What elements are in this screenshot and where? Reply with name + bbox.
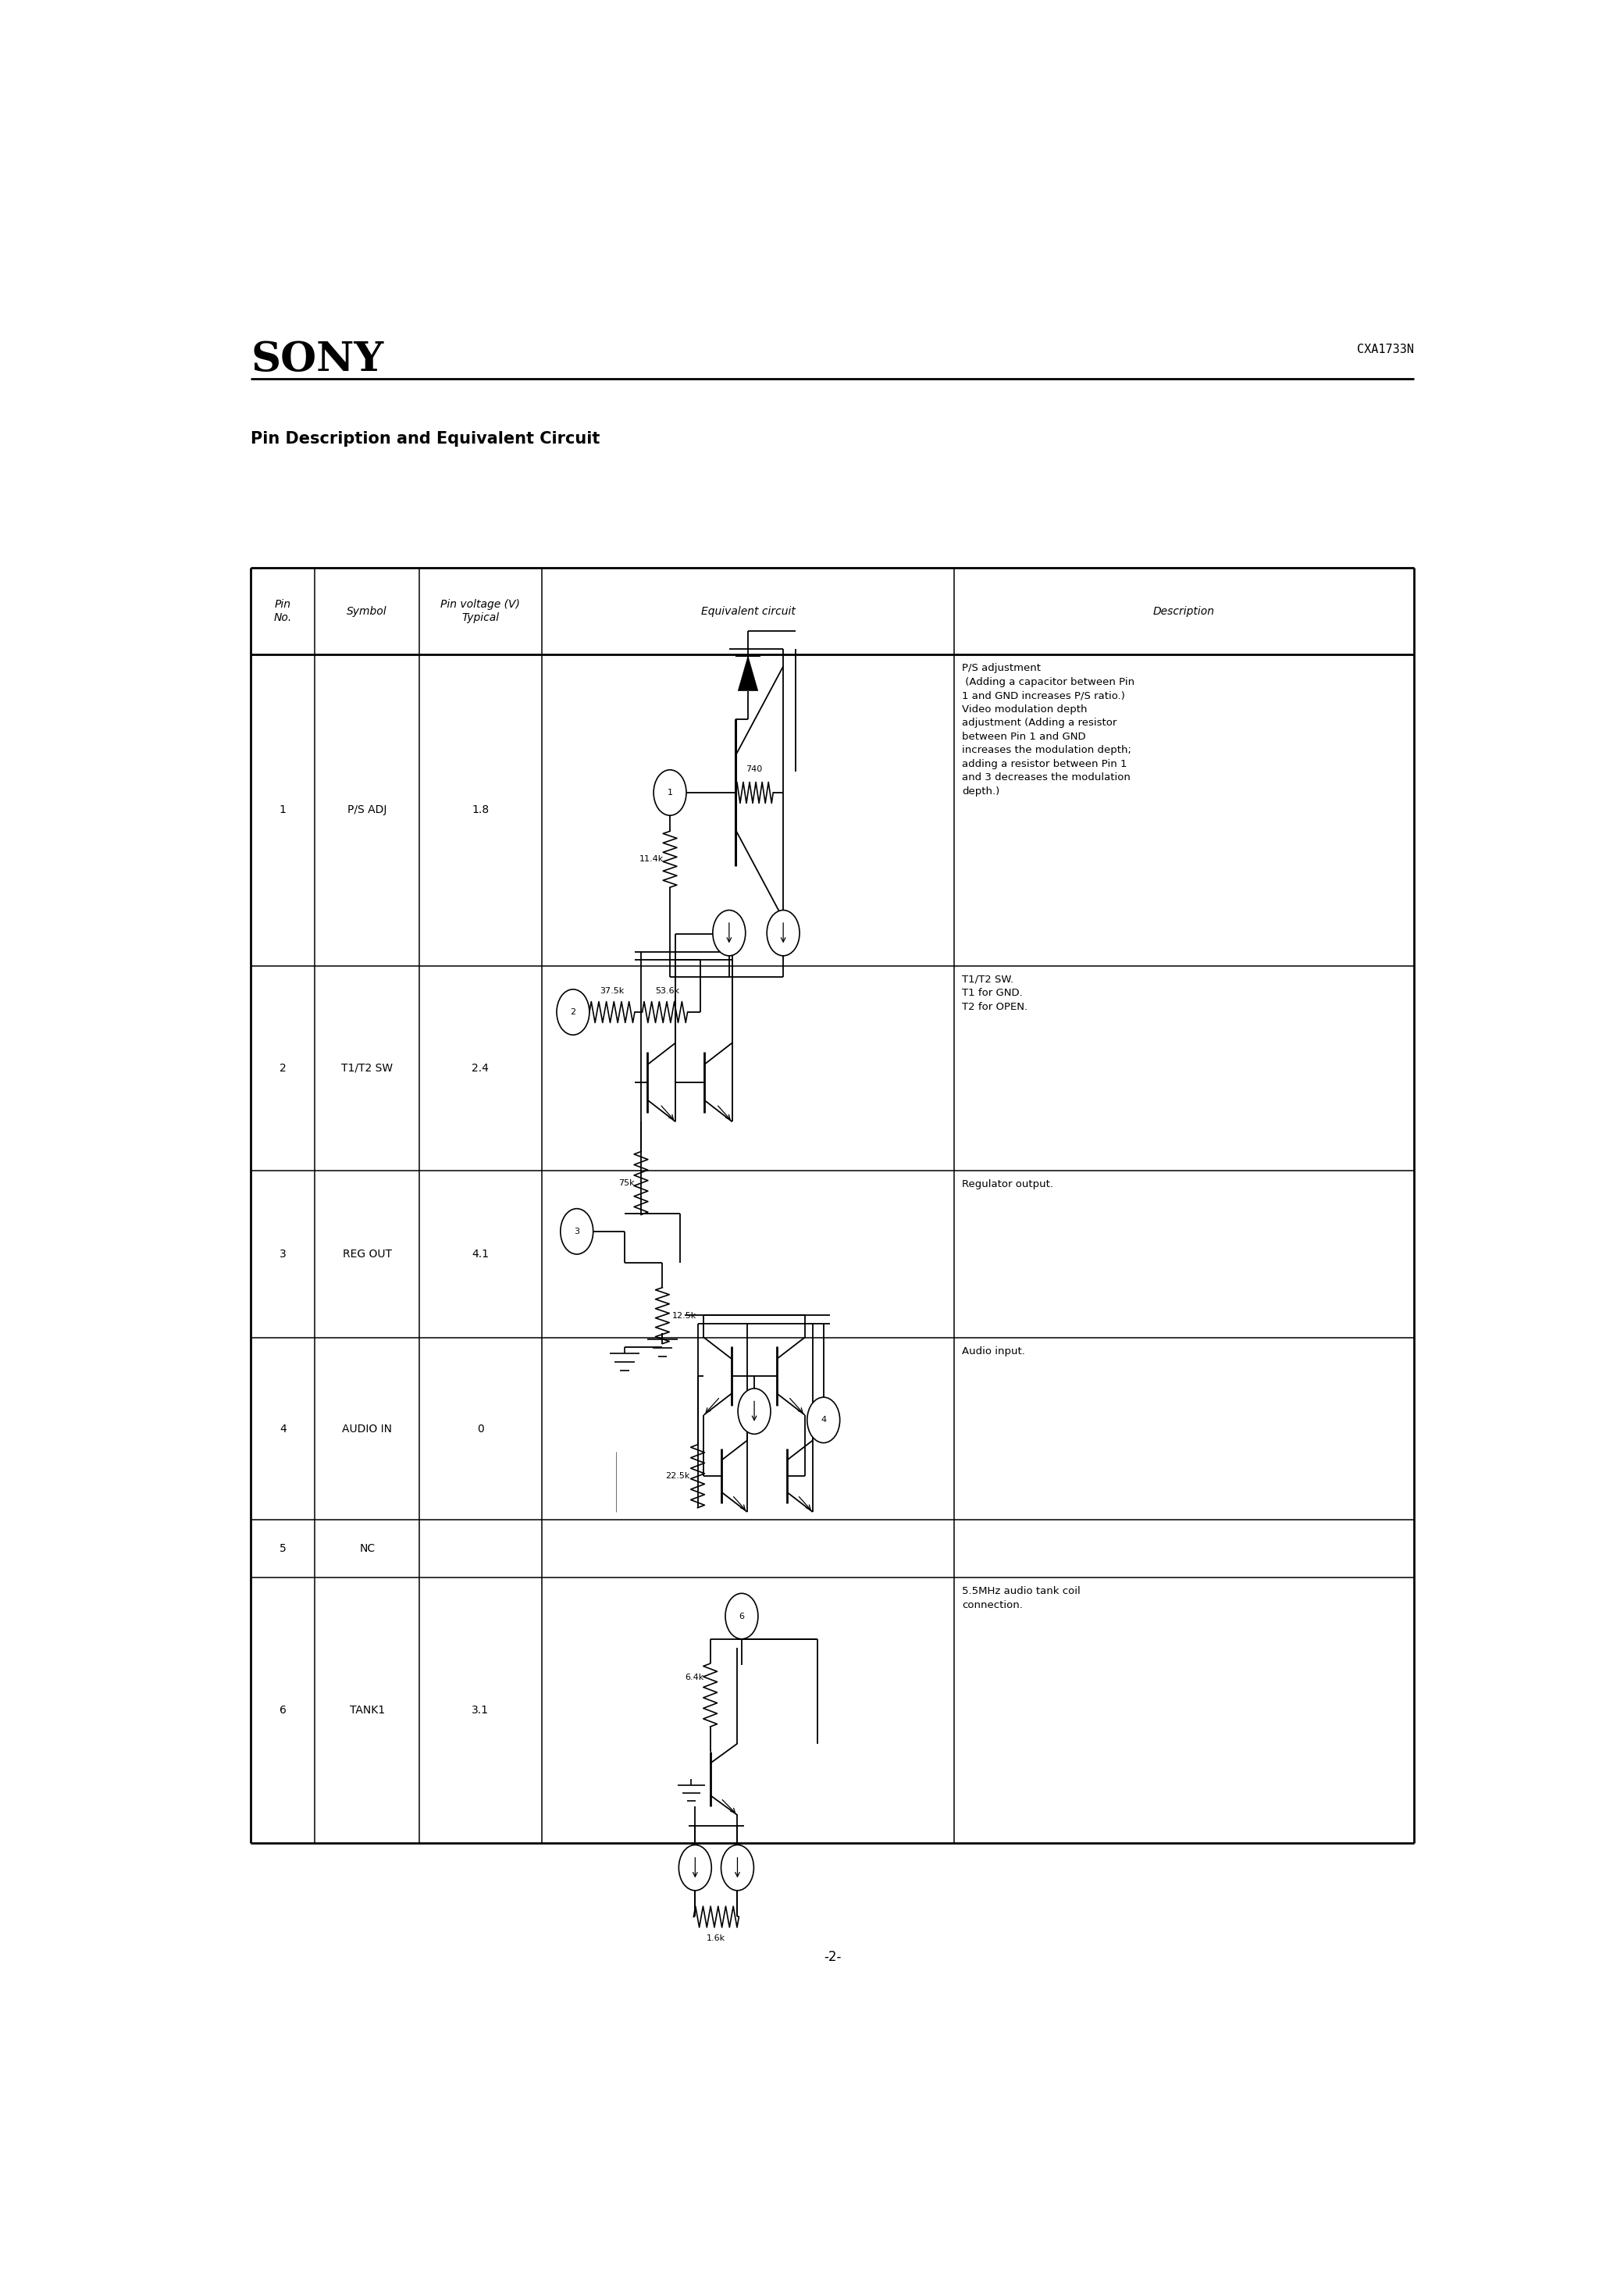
- Circle shape: [653, 770, 687, 816]
- Text: Regulator output.: Regulator output.: [961, 1180, 1054, 1189]
- Circle shape: [713, 911, 745, 957]
- Text: 1.6k: 1.6k: [706, 1934, 726, 1943]
- Text: Pin
No.: Pin No.: [274, 599, 292, 624]
- Text: 1.8: 1.8: [473, 804, 489, 816]
- Text: 5.5MHz audio tank coil
connection.: 5.5MHz audio tank coil connection.: [961, 1585, 1080, 1611]
- Text: 12.5k: 12.5k: [672, 1312, 697, 1319]
- Circle shape: [721, 1845, 754, 1891]
- Text: 0: 0: [477, 1424, 484, 1435]
- Text: NC: NC: [359, 1542, 375, 1554]
- Text: 4.1: 4.1: [473, 1248, 489, 1260]
- Text: 2: 2: [279, 1064, 286, 1073]
- Text: Symbol: Symbol: [348, 606, 387, 617]
- Text: 3: 3: [573, 1228, 580, 1235]
- Text: P/S ADJ: P/S ADJ: [348, 804, 387, 816]
- Text: REG OUT: REG OUT: [343, 1248, 391, 1260]
- Circle shape: [767, 911, 799, 957]
- Text: 6: 6: [279, 1704, 286, 1715]
- Text: P/S adjustment
 (Adding a capacitor between Pin
1 and GND increases P/S ratio.)
: P/S adjustment (Adding a capacitor betwe…: [961, 663, 1135, 797]
- Text: 6.4k: 6.4k: [685, 1674, 703, 1681]
- Text: 5: 5: [279, 1542, 286, 1554]
- Text: Pin Description and Equivalent Circuit: Pin Description and Equivalent Circuit: [250, 431, 601, 446]
- Circle shape: [726, 1592, 758, 1638]
- Text: 4: 4: [279, 1424, 286, 1435]
- Circle shape: [557, 989, 590, 1034]
- Text: T1/T2 SW.
T1 for GND.
T2 for OPEN.: T1/T2 SW. T1 for GND. T2 for OPEN.: [961, 975, 1028, 1011]
- Text: Audio input.: Audio input.: [961, 1346, 1025, 1358]
- Text: 53.6k: 53.6k: [654, 986, 679, 995]
- Text: AUDIO IN: AUDIO IN: [343, 1424, 391, 1435]
- Text: 1: 1: [667, 788, 672, 797]
- Text: T1/T2 SW: T1/T2 SW: [341, 1064, 393, 1073]
- Text: Pin voltage (V)
Typical: Pin voltage (V) Typical: [440, 599, 520, 624]
- Text: TANK1: TANK1: [349, 1704, 385, 1715]
- Text: 22.5k: 22.5k: [666, 1472, 690, 1481]
- Text: 6: 6: [739, 1613, 744, 1620]
- Text: CXA1733N: CXA1733N: [1356, 344, 1415, 355]
- Text: 3.1: 3.1: [473, 1704, 489, 1715]
- Text: 2: 2: [570, 1009, 577, 1016]
- Text: Description: Description: [1153, 606, 1215, 617]
- Text: Equivalent circuit: Equivalent circuit: [702, 606, 796, 617]
- Text: 740: 740: [745, 765, 763, 772]
- Text: SONY: SONY: [250, 339, 383, 380]
- Text: 75k: 75k: [619, 1180, 635, 1187]
- Text: 2.4: 2.4: [473, 1064, 489, 1073]
- Polygon shape: [737, 656, 758, 690]
- Text: 4: 4: [820, 1417, 827, 1424]
- Text: 1: 1: [279, 804, 286, 816]
- Text: 11.4k: 11.4k: [640, 854, 664, 863]
- Circle shape: [737, 1390, 771, 1435]
- Text: 37.5k: 37.5k: [599, 986, 624, 995]
- Text: -2-: -2-: [823, 1950, 841, 1964]
- Circle shape: [560, 1210, 593, 1255]
- Circle shape: [807, 1396, 840, 1442]
- Circle shape: [679, 1845, 711, 1891]
- Text: 3: 3: [279, 1248, 286, 1260]
